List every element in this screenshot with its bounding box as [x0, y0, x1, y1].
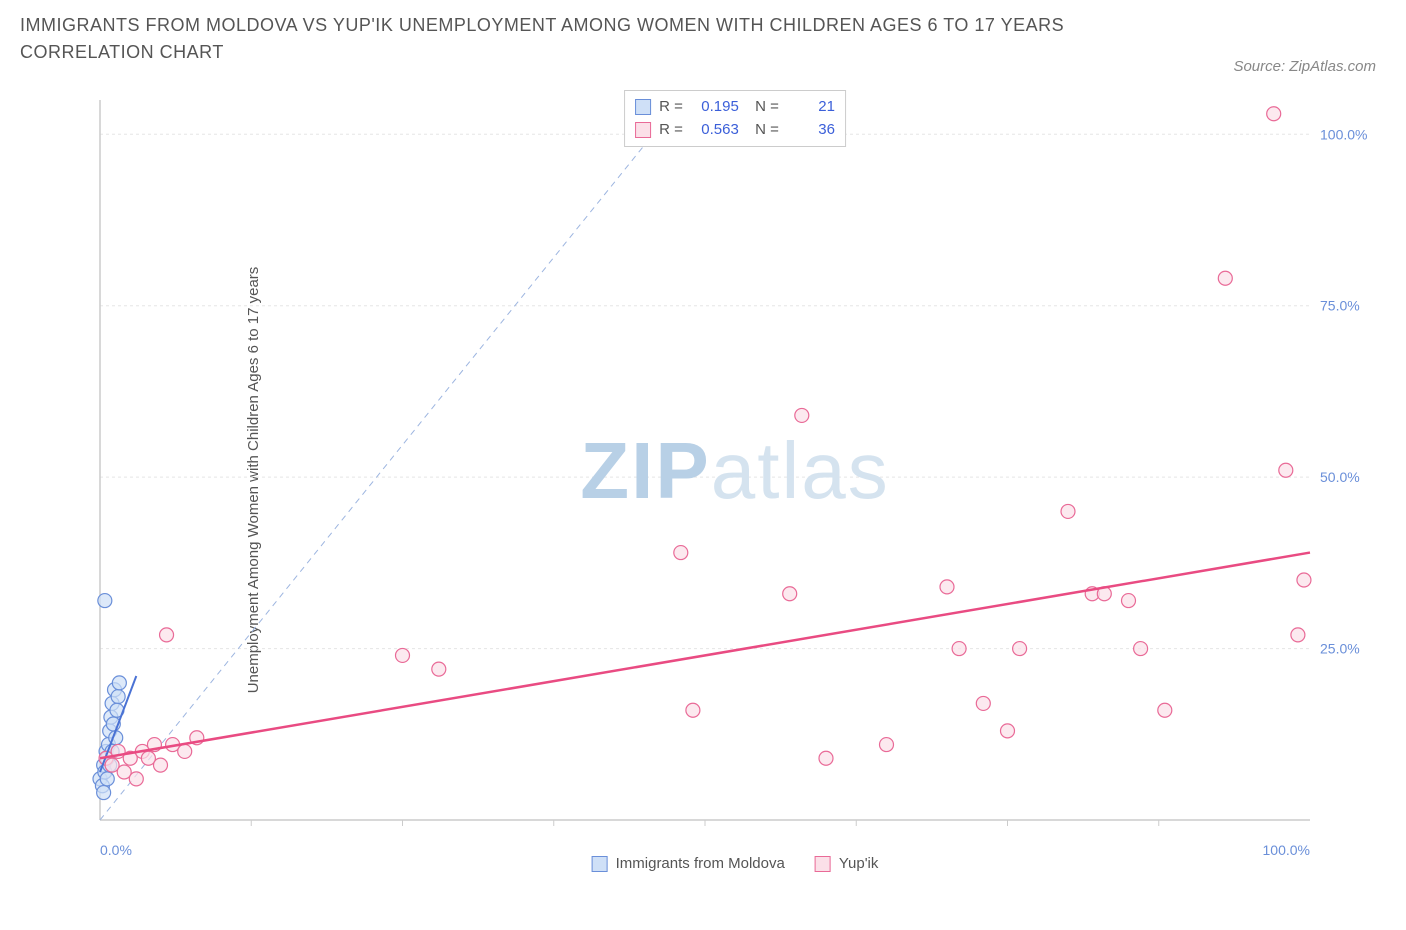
stat-n-label: N =: [747, 119, 779, 142]
svg-text:25.0%: 25.0%: [1320, 641, 1360, 657]
legend-item: Yup'ik: [815, 855, 879, 872]
legend-label: Yup'ik: [839, 855, 879, 872]
stat-n-label: N =: [747, 96, 779, 119]
legend-swatch: [592, 856, 608, 872]
stat-n-value: 36: [787, 119, 835, 142]
stat-r-label: R =: [659, 119, 683, 142]
chart-title: IMMIGRANTS FROM MOLDOVA VS YUP'IK UNEMPL…: [20, 12, 1120, 66]
legend-label: Immigrants from Moldova: [616, 855, 785, 872]
svg-text:100.0%: 100.0%: [1320, 126, 1367, 142]
series-legend: Immigrants from Moldova Yup'ik: [592, 855, 879, 872]
svg-text:0.0%: 0.0%: [100, 842, 132, 858]
stat-n-value: 21: [787, 96, 835, 119]
source-attribution: Source: ZipAtlas.com: [1233, 58, 1376, 75]
stat-r-label: R =: [659, 96, 683, 119]
stats-legend: R = 0.195 N = 21R = 0.563 N = 36: [624, 90, 846, 147]
legend-swatch: [635, 99, 651, 115]
plot-region: 25.0%50.0%75.0%100.0%0.0%100.0% ZIPatlas…: [90, 90, 1380, 870]
stat-r-value: 0.195: [691, 96, 739, 119]
svg-text:50.0%: 50.0%: [1320, 469, 1360, 485]
svg-text:75.0%: 75.0%: [1320, 298, 1360, 314]
stat-r-value: 0.563: [691, 119, 739, 142]
legend-item: Immigrants from Moldova: [592, 855, 785, 872]
stats-row: R = 0.195 N = 21: [635, 96, 835, 119]
chart-area: Unemployment Among Women with Children A…: [60, 90, 1380, 870]
scatter-plot-svg: 25.0% 50.0% 75.0% 100.0% 0.0% 100.0%: [90, 90, 1380, 870]
legend-swatch: [815, 856, 831, 872]
stats-row: R = 0.563 N = 36: [635, 119, 835, 142]
legend-swatch: [635, 122, 651, 138]
svg-text:100.0%: 100.0%: [1263, 842, 1310, 858]
